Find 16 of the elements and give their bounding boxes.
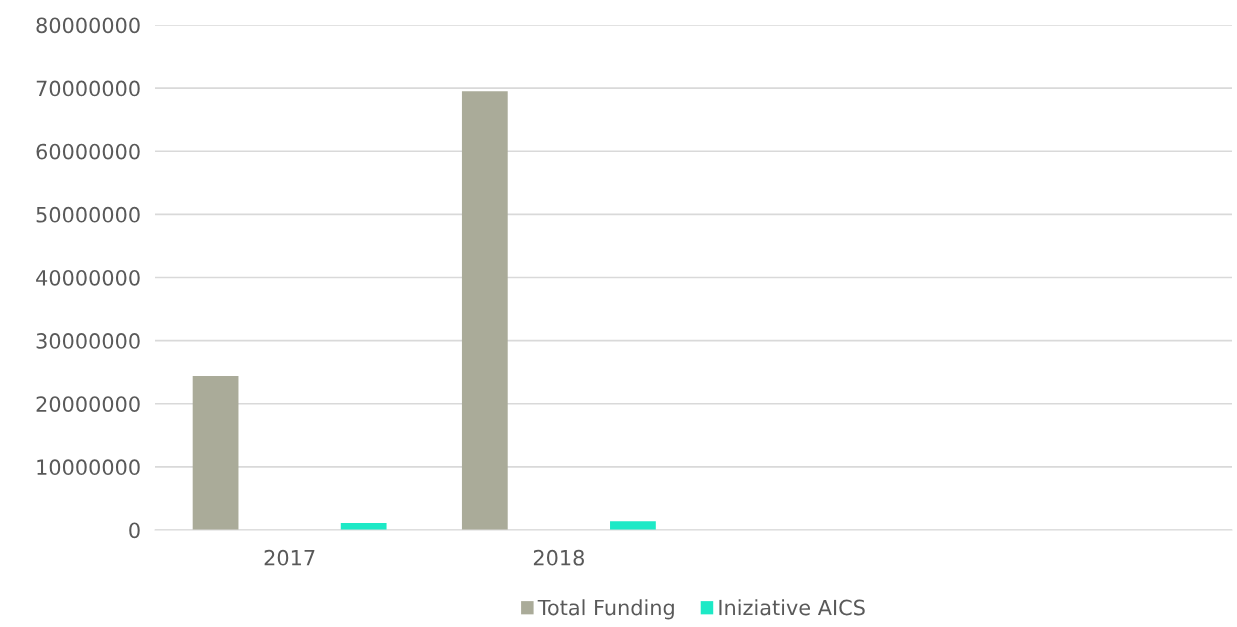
- y-tick-label: 80000000: [36, 17, 140, 34]
- bar: [610, 521, 656, 530]
- y-tick-label: 30000000: [36, 333, 140, 349]
- y-tick-label: 10000000: [37, 459, 140, 476]
- legend-label: Iniziative AICS: [719, 599, 865, 616]
- y-tick-label: 40000000: [36, 269, 140, 286]
- bar: [461, 91, 508, 530]
- x-tick-label: 2017: [264, 549, 315, 566]
- y-tick-label: 0: [129, 522, 140, 539]
- legend-label: Total Funding: [537, 599, 674, 620]
- y-tick-label: 60000000: [36, 143, 140, 160]
- x-tick-label: 2018: [533, 549, 584, 566]
- y-tick-label: 70000000: [36, 80, 140, 97]
- y-tick-label: 20000000: [36, 396, 140, 412]
- y-tick-label: 50000000: [36, 206, 140, 223]
- bar: [192, 375, 239, 530]
